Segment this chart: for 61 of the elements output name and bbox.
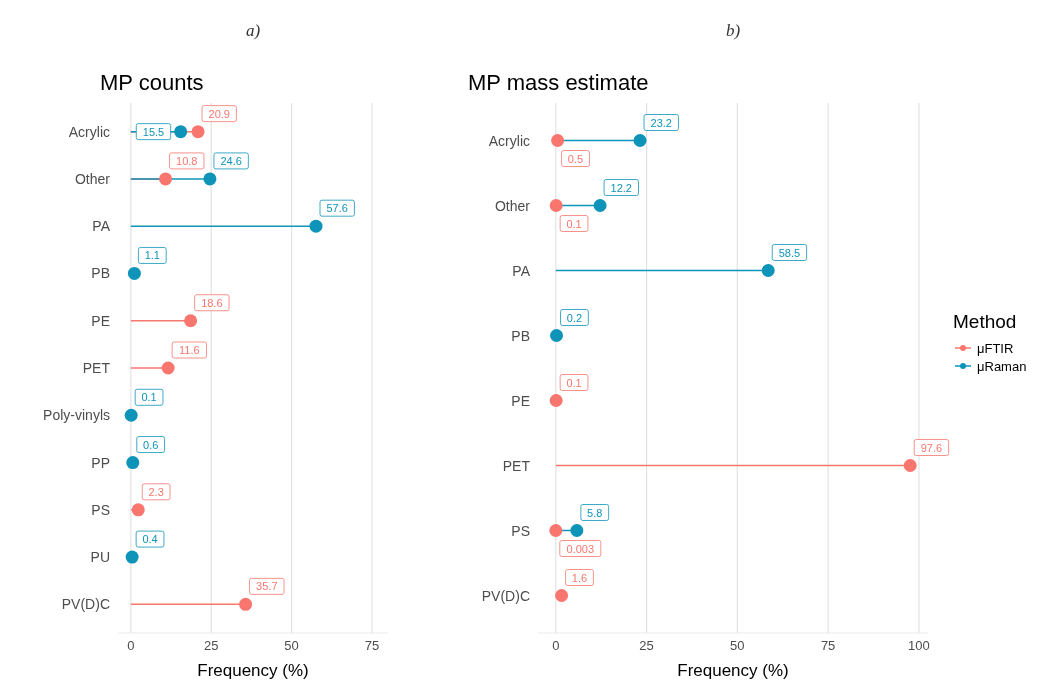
- data-label: 97.6: [920, 441, 943, 454]
- x-tick-label: 50: [730, 638, 745, 653]
- data-label: 12.2: [610, 181, 633, 194]
- data-label: 0.1: [566, 376, 582, 389]
- x-axis-title: Frequency (%): [197, 661, 309, 680]
- y-tick-label: Other: [494, 197, 531, 214]
- y-tick-label: PS: [91, 501, 110, 518]
- y-tick-label: Acrylic: [68, 123, 110, 140]
- data-label: 23.2: [650, 116, 672, 129]
- data-label: 18.6: [201, 296, 223, 309]
- data-label: 0.5: [567, 152, 584, 165]
- legend-title: Method: [953, 311, 1017, 332]
- data-label: 0.4: [142, 533, 158, 546]
- y-tick-label: PET: [502, 457, 531, 474]
- data-label: 0.2: [566, 311, 583, 324]
- data-label: 57.6: [326, 202, 348, 215]
- y-tick-label: PB: [511, 327, 530, 344]
- y-tick-label: PV(D)C: [61, 596, 110, 613]
- x-tick-label: 50: [284, 638, 299, 653]
- y-tick-label: PET: [82, 360, 111, 376]
- data-label: 24.6: [220, 154, 242, 167]
- y-tick-label: PA: [92, 218, 111, 235]
- data-label: 58.5: [778, 246, 801, 259]
- y-tick-label: Poly-vinyls: [43, 407, 110, 424]
- x-tick-label: 25: [639, 638, 654, 653]
- data-label: 11.6: [179, 344, 200, 356]
- x-tick-label: 75: [820, 638, 836, 653]
- x-axis-title: Frequency (%): [677, 661, 789, 680]
- data-label: 20.9: [208, 107, 230, 120]
- y-tick-label: Other: [74, 170, 111, 187]
- y-tick-label: PE: [91, 312, 110, 329]
- chart-title: MP mass estimate: [468, 70, 649, 95]
- legend-label: μFTIR: [977, 341, 1014, 356]
- data-label: 1.6: [571, 571, 588, 584]
- x-tick-label: 100: [908, 638, 930, 653]
- text: a): [245, 21, 261, 40]
- data-label: 1.1: [144, 249, 160, 262]
- y-tick-label: Acrylic: [488, 132, 530, 149]
- y-tick-label: PV(D)C: [481, 587, 530, 604]
- x-tick-label: 0: [552, 638, 560, 653]
- x-tick-label: 0: [127, 638, 135, 653]
- y-tick-label: PE: [511, 392, 530, 409]
- x-tick-label: 75: [364, 638, 380, 653]
- data-label: 0.003: [566, 542, 595, 555]
- y-tick-label: PA: [512, 262, 531, 279]
- y-tick-label: PB: [91, 265, 110, 282]
- data-label: 0.1: [141, 391, 157, 404]
- data-label: 10.8: [176, 154, 198, 167]
- y-tick-label: PP: [91, 454, 110, 471]
- y-tick-label: PS: [511, 522, 530, 539]
- data-label: 0.6: [143, 438, 159, 451]
- y-tick-label: PU: [90, 549, 110, 566]
- data-label: 35.7: [256, 580, 278, 593]
- legend-label: μRaman: [977, 359, 1027, 374]
- text: b): [725, 21, 741, 40]
- data-label: 5.8: [587, 506, 603, 519]
- data-label: 2.3: [148, 485, 164, 498]
- data-label: 0.1: [566, 217, 582, 230]
- x-tick-label: 25: [203, 638, 219, 653]
- chart-title: MP counts: [100, 70, 204, 95]
- data-label: 15.5: [142, 125, 165, 138]
